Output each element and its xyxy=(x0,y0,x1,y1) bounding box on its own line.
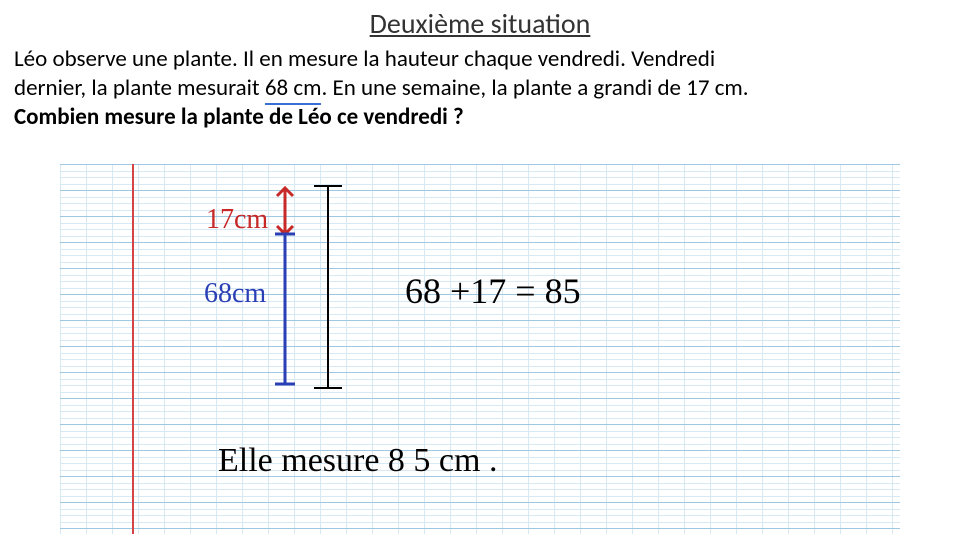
problem-text: Léo observe une plante. Il en mesure la … xyxy=(0,41,960,131)
diagram-svg xyxy=(60,164,900,534)
problem-line2a: dernier, la plante mesurait xyxy=(14,74,265,102)
problem-line1: Léo observe une plante. Il en mesure la … xyxy=(14,45,715,73)
problem-question: Combien mesure la plante de Léo ce vendr… xyxy=(14,103,464,131)
problem-line2b: . En une semaine, la plante a grandi de … xyxy=(321,74,748,102)
page-title: Deuxième situation xyxy=(0,6,960,41)
underlined-value: 68 cm xyxy=(265,74,322,105)
notebook-area: 17cm 68cm 68 +17 = 85 Elle mesure 8 5 cm… xyxy=(60,164,900,534)
